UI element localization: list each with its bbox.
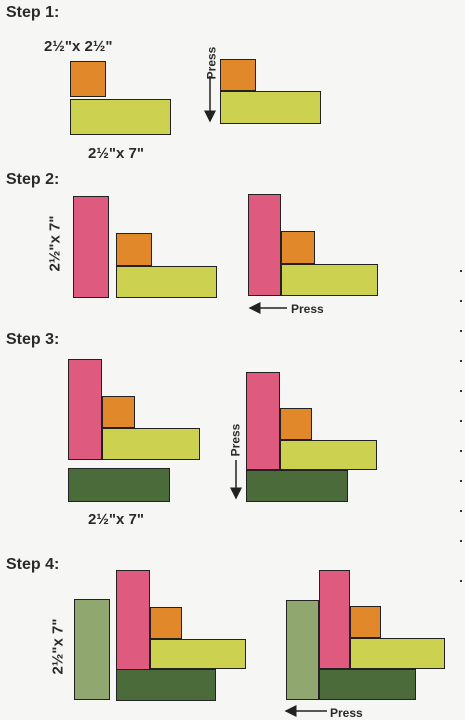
edge-dot — [460, 330, 462, 332]
orange-square — [220, 59, 256, 91]
lime-strip — [350, 638, 445, 669]
dark-green-strip — [319, 669, 416, 700]
edge-dot — [460, 390, 462, 392]
press-label: Press — [291, 302, 324, 316]
strip-size-label: 2½"x 7" — [88, 511, 144, 528]
edge-dot — [460, 580, 462, 582]
orange-square — [281, 231, 315, 264]
light-green-strip — [286, 600, 319, 700]
orange-square — [70, 61, 106, 97]
pink-strip — [73, 196, 109, 298]
edge-dot — [460, 450, 462, 452]
orange-square — [280, 408, 312, 440]
light-green-strip — [74, 599, 110, 700]
step-1-title: Step 1: — [6, 4, 60, 21]
orange-square — [102, 396, 135, 428]
dark-green-strip — [116, 669, 216, 701]
lime-strip — [70, 99, 171, 135]
edge-dot — [460, 300, 462, 302]
edge-dot — [460, 540, 462, 542]
lime-strip — [116, 266, 217, 298]
lime-strip — [220, 91, 321, 124]
lime-strip — [281, 264, 378, 296]
orange-square — [350, 606, 381, 638]
lime-strip — [280, 440, 377, 470]
pink-strip — [248, 194, 281, 296]
dark-green-strip — [68, 468, 170, 502]
lime-strip — [150, 639, 246, 669]
edge-dot — [460, 480, 462, 482]
orange-square — [116, 233, 152, 266]
strip-size-label: 2½"x 7" — [88, 145, 144, 162]
dark-green-strip — [246, 470, 348, 502]
pink-strip — [246, 372, 280, 470]
pink-strip — [116, 570, 150, 670]
lime-strip — [102, 428, 200, 460]
step-4-title: Step 4: — [6, 556, 60, 573]
edge-dot — [460, 360, 462, 362]
edge-dot — [460, 510, 462, 512]
square-size-label: 2½"x 2½" — [44, 38, 113, 55]
press-label: Press — [330, 706, 363, 720]
edge-dot — [460, 270, 462, 272]
pink-strip — [68, 359, 102, 460]
step-2-title: Step 2: — [6, 171, 60, 188]
pink-strip — [319, 570, 350, 669]
edge-dot — [460, 420, 462, 422]
step-3-title: Step 3: — [6, 331, 60, 348]
orange-square — [150, 607, 182, 639]
